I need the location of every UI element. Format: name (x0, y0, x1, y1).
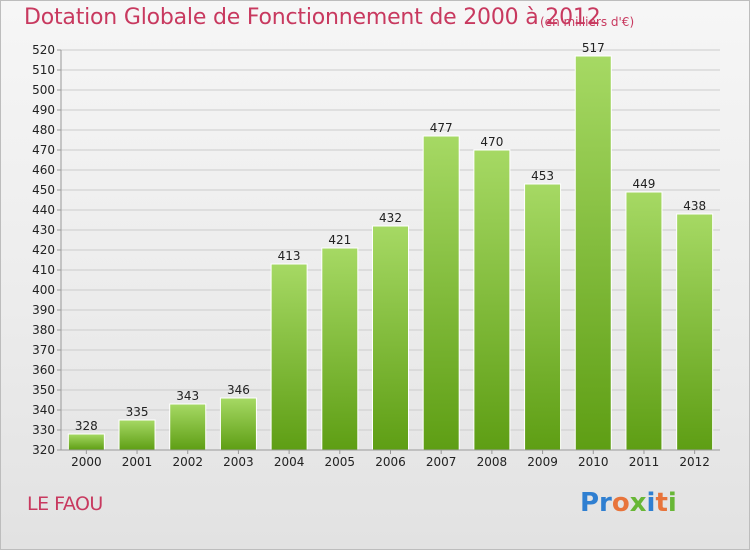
city-name: LE FAOU (27, 493, 103, 515)
y-tick-label: 430 (32, 223, 55, 237)
bar-2009 (524, 183, 562, 451)
data-label-2012: 438 (683, 199, 706, 213)
chart-title: Dotation Globale de Fonctionnement de 20… (24, 5, 601, 30)
y-tick-label: 520 (32, 43, 55, 57)
x-tick-label-2004: 2004 (274, 455, 305, 469)
chart-subtitle: (en milliers d'€) (540, 15, 635, 29)
y-tick-label: 390 (32, 303, 55, 317)
x-tick-label-2001: 2001 (122, 455, 153, 469)
x-tick-label-2003: 2003 (223, 455, 254, 469)
data-label-2008: 470 (480, 135, 503, 149)
y-tick-label: 510 (32, 63, 55, 77)
bar-2010 (574, 55, 612, 451)
x-tick-label-2002: 2002 (172, 455, 203, 469)
x-tick-label-2008: 2008 (477, 455, 508, 469)
data-label-2003: 346 (227, 383, 250, 397)
data-labels: 328 335 343 346 413 421 432 477 470 453 517 449 438 (75, 41, 706, 433)
y-tick-label: 370 (32, 343, 55, 357)
x-tick-label-2006: 2006 (375, 455, 406, 469)
y-tick-label: 450 (32, 183, 55, 197)
y-tick-label: 460 (32, 163, 55, 177)
bar-2012 (676, 213, 714, 451)
data-label-2011: 449 (633, 177, 656, 191)
bar-2006 (372, 225, 409, 451)
bar-2001 (118, 419, 156, 451)
proxiti-logo: Proxiti (580, 488, 677, 518)
data-label-2006: 432 (379, 211, 402, 225)
x-tick-label-2009: 2009 (527, 455, 558, 469)
bar-2005 (321, 247, 359, 451)
data-label-2010: 517 (582, 41, 605, 55)
data-label-2000: 328 (75, 419, 98, 433)
x-tick-label-2005: 2005 (325, 455, 356, 469)
y-tick-label: 500 (32, 83, 55, 97)
bar-2003 (219, 397, 257, 451)
y-tick-label: 320 (32, 443, 55, 457)
bar-2011 (625, 191, 663, 451)
bar-2007 (422, 135, 460, 451)
y-tick-label: 480 (32, 123, 55, 137)
x-tick-label-2007: 2007 (426, 455, 457, 469)
y-tick-label: 410 (32, 263, 55, 277)
data-label-2007: 477 (430, 121, 453, 135)
bar-2008 (473, 149, 511, 451)
y-tick-label: 490 (32, 103, 55, 117)
bar-2002 (169, 403, 207, 451)
y-tick-label: 360 (32, 363, 55, 377)
bars (67, 55, 714, 451)
data-label-2004: 413 (278, 249, 301, 263)
y-tick-label: 330 (32, 423, 55, 437)
bar-2004 (270, 263, 308, 451)
y-tick-label: 350 (32, 383, 55, 397)
y-tick-label: 440 (32, 203, 55, 217)
y-tick-label: 380 (32, 323, 55, 337)
x-tick-label-2012: 2012 (679, 455, 710, 469)
y-tick-label: 400 (32, 283, 55, 297)
axes: 320 330 340 350 360 370 380 390 400 410 420 430 440 4… (32, 43, 720, 469)
y-tick-label: 340 (32, 403, 55, 417)
bar-2000 (67, 433, 105, 451)
data-label-2002: 343 (176, 389, 199, 403)
data-label-2005: 421 (328, 233, 351, 247)
data-label-2001: 335 (126, 405, 149, 419)
x-tick-label-2000: 2000 (71, 455, 102, 469)
y-tick-label: 470 (32, 143, 55, 157)
y-tick-label: 420 (32, 243, 55, 257)
x-tick-label-2011: 2011 (629, 455, 660, 469)
data-label-2009: 453 (531, 169, 554, 183)
x-tick-label-2010: 2010 (578, 455, 609, 469)
